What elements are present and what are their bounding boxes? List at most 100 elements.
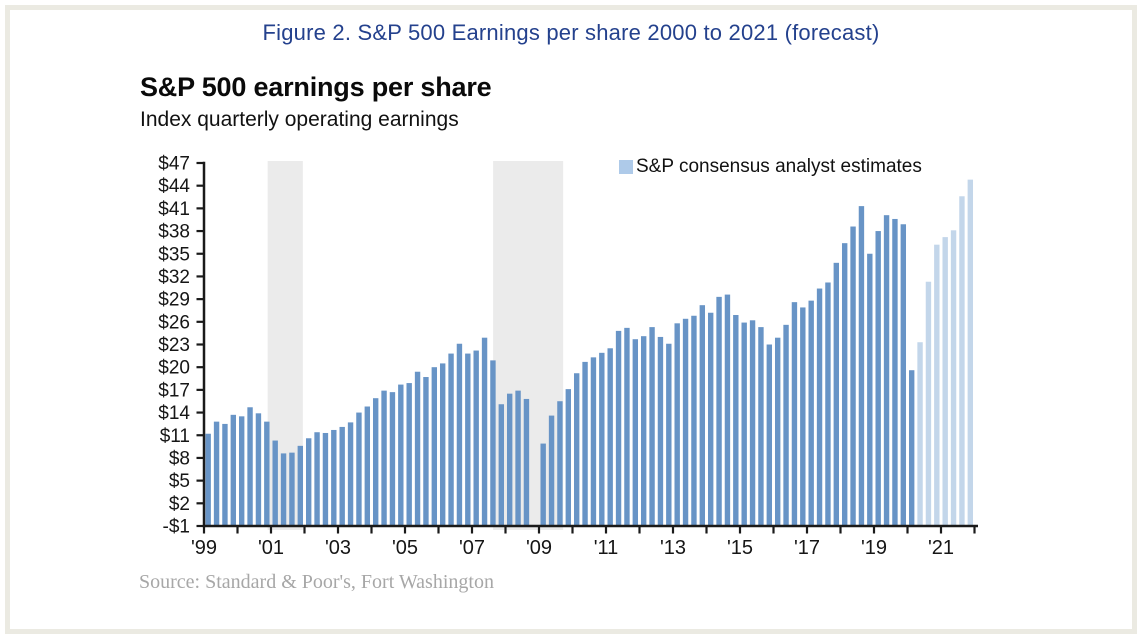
x-tick-label-2005: '05 [392, 537, 418, 559]
bar-2013Q2 [682, 318, 689, 526]
bar-2006Q1 [439, 363, 446, 526]
x-tick-label-2015: '15 [727, 537, 753, 559]
bar-2015Q3 [758, 327, 764, 526]
bar-2019Q4 [900, 224, 907, 526]
bar-2006Q2 [448, 353, 454, 526]
source-text: Source: Standard & Poor's, Fort Washingt… [139, 571, 494, 593]
bar-2005Q4 [431, 367, 438, 526]
y-tick-label-38: $38 [158, 222, 190, 243]
bar-2012Q1 [640, 336, 647, 526]
bar-2001Q1 [272, 440, 278, 526]
bar-2015Q1 [741, 322, 747, 526]
bar-2011Q2 [615, 330, 622, 526]
bar-2005Q2 [414, 371, 421, 526]
bar-2014Q3 [724, 294, 731, 526]
chart-subtitle: Index quarterly operating earnings [140, 108, 459, 131]
bar-2002Q2 [314, 432, 320, 526]
chart-title: S&P 500 earnings per share [140, 72, 492, 102]
bar-2009Q4 [565, 389, 572, 526]
bar-2006Q4 [465, 353, 471, 526]
bar-2012Q4 [666, 343, 672, 526]
bar-2000Q3 [255, 413, 262, 526]
bar-2020Q1 [908, 370, 915, 526]
bar-1999Q4 [230, 414, 237, 526]
bar-2009Q2 [548, 415, 555, 526]
bar-2008Q3 [523, 398, 530, 526]
bar-2012Q3 [657, 336, 664, 526]
bar-2002Q3 [322, 432, 329, 526]
bar-2019Q2 [883, 215, 890, 526]
bar-2004Q4 [398, 384, 404, 526]
bar-2017Q2 [816, 288, 823, 526]
bar-2021Q2-estimate [950, 230, 957, 526]
bar-2018Q3 [858, 206, 865, 526]
x-tick-label-2019: '19 [861, 537, 887, 559]
figure-title: Figure 2. S&P 500 Earnings per share 200… [262, 20, 880, 45]
bar-2005Q1 [406, 383, 412, 526]
bar-2001Q3 [289, 452, 295, 526]
bar-2006Q3 [456, 343, 463, 526]
y-tick-label-44: $44 [158, 176, 190, 197]
x-tick-label-2013: '13 [660, 537, 686, 559]
bar-2008Q1 [506, 393, 513, 526]
bar-2005Q3 [423, 377, 429, 526]
bar-2002Q1 [305, 438, 312, 526]
bar-2015Q4 [766, 344, 773, 526]
bar-2002Q4 [331, 429, 337, 526]
y-tick-label-35: $35 [158, 244, 190, 265]
bar-2003Q4 [364, 406, 371, 526]
y-tick-label-32: $32 [158, 267, 190, 288]
bar-2016Q1 [774, 337, 781, 526]
y-tick-label-23: $23 [158, 335, 190, 356]
bar-1999Q2 [213, 421, 220, 526]
bar-2001Q2 [280, 453, 287, 526]
bar-2007Q2 [481, 337, 488, 526]
bar-2016Q3 [791, 302, 798, 526]
bar-2014Q1 [707, 312, 714, 526]
bar-2013Q4 [699, 305, 706, 526]
y-tick-label-14: $14 [158, 403, 190, 424]
bar-2013Q3 [691, 315, 697, 526]
y-tick-label-47: $47 [158, 154, 190, 175]
y-tick-label-8: $8 [169, 448, 190, 469]
legend: S&P consensus analyst estimates [619, 156, 922, 178]
x-tick-label-2003: '03 [325, 537, 351, 559]
bar-2019Q1 [875, 231, 881, 526]
bar-2018Q4 [867, 253, 873, 526]
y-tick-label-29: $29 [158, 290, 190, 311]
bar-2000Q1 [238, 416, 245, 526]
bar-1999Q1 [205, 433, 211, 526]
bar-2003Q1 [339, 426, 345, 526]
bar-2015Q2 [749, 320, 756, 526]
y-tick-label-41: $41 [158, 199, 190, 220]
bar-1999Q3 [222, 423, 228, 526]
bar-2009Q1 [540, 443, 546, 526]
bar-2004Q2 [381, 390, 387, 526]
bar-2003Q3 [356, 412, 362, 526]
x-tick-label-2011: '11 [594, 537, 619, 559]
x-tick-label-2009: '09 [526, 537, 552, 559]
bar-2009Q3 [557, 401, 563, 526]
bar-2017Q3 [825, 282, 831, 526]
y-tick-label-26: $26 [158, 312, 190, 333]
bar-2021Q1-estimate [942, 237, 948, 526]
y-tick-label-5: $5 [169, 471, 190, 492]
bar-2012Q2 [649, 327, 655, 526]
bar-2016Q2 [783, 324, 789, 526]
bar-2010Q3 [590, 357, 597, 526]
bar-2014Q4 [733, 315, 739, 526]
x-tick-label-2007: '07 [459, 537, 485, 559]
y-tick-label-11: $11 [160, 426, 190, 447]
bar-2010Q1 [573, 373, 580, 526]
bar-2019Q3 [892, 218, 898, 526]
bar-2000Q4 [264, 421, 270, 526]
bar-2000Q2 [247, 407, 253, 526]
bar-2020Q4-estimate [934, 244, 940, 526]
bar-2021Q4-estimate [967, 179, 974, 526]
bar-2013Q1 [674, 323, 680, 526]
bar-2021Q3-estimate [959, 196, 965, 526]
bar-2001Q4 [297, 445, 304, 526]
legend-estimate-swatch-icon [619, 160, 633, 174]
